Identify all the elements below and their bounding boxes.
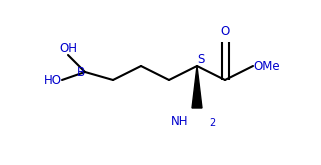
Text: B: B (77, 66, 85, 79)
Text: NH: NH (170, 115, 188, 128)
Text: 2: 2 (209, 118, 215, 128)
Text: OMe: OMe (253, 60, 280, 72)
Polygon shape (192, 66, 202, 108)
Text: HO: HO (44, 73, 62, 86)
Text: O: O (221, 25, 230, 38)
Text: S: S (197, 53, 204, 66)
Text: OH: OH (59, 42, 77, 55)
